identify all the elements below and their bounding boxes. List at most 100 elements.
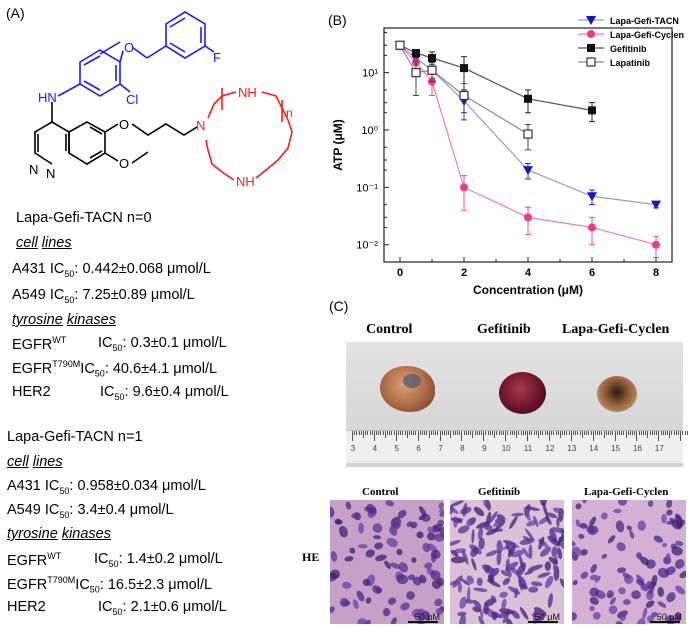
ruler-number: 15 xyxy=(611,444,621,453)
cell-nucleus xyxy=(600,512,608,520)
ruler-tick xyxy=(474,431,476,435)
ruler-tick xyxy=(621,431,623,435)
cell-nucleus xyxy=(615,621,624,624)
x-tick-label: 8 xyxy=(653,267,659,279)
ruler-tick xyxy=(542,431,544,435)
a549-ic50: A549 IC50: 3.4±0.4 μmol/L xyxy=(7,502,174,520)
cell-nucleus xyxy=(495,520,506,530)
cell-nucleus xyxy=(351,512,360,519)
ruler-tick xyxy=(538,431,539,438)
cell-nucleus xyxy=(427,526,435,534)
ruler-tick xyxy=(686,431,688,435)
cell-nucleus xyxy=(552,507,564,515)
cell-nucleus xyxy=(675,611,681,624)
ruler-tick xyxy=(649,431,651,435)
cell-nucleus xyxy=(666,520,677,525)
cell-nucleus xyxy=(666,509,673,516)
cyclen-tumor xyxy=(597,376,637,412)
ruler-tick xyxy=(669,431,671,438)
cell-nucleus xyxy=(492,612,498,621)
ruler-tick xyxy=(472,431,474,438)
ruler-number: 13 xyxy=(567,444,577,453)
cell-nucleus xyxy=(646,615,654,623)
cell-nucleus xyxy=(623,599,631,605)
ruler-number: 14 xyxy=(589,444,599,453)
ruler-tick xyxy=(463,431,465,435)
ruler-tick xyxy=(612,431,614,435)
cell-nucleus xyxy=(608,605,618,615)
cell-nucleus xyxy=(396,574,409,585)
cell-nucleus xyxy=(531,612,546,619)
cell-nucleus xyxy=(589,605,595,612)
cell-nucleus xyxy=(657,601,667,608)
ruler-tick xyxy=(592,431,594,441)
cell-nucleus xyxy=(556,534,564,546)
ruler-tick xyxy=(627,431,629,435)
cell-nucleus xyxy=(601,553,608,559)
data-point xyxy=(586,57,596,67)
atom-nh-macro-1: NH xyxy=(238,85,257,100)
legend-label: Lapa-Gefi-TACN xyxy=(610,16,679,26)
ruler-tick xyxy=(373,431,375,441)
ruler-tick xyxy=(583,431,585,435)
ruler-tick xyxy=(413,431,415,435)
ruler-tick xyxy=(360,431,362,435)
data-point xyxy=(524,213,532,222)
data-point xyxy=(523,129,533,139)
cell-nucleus xyxy=(511,512,524,517)
photo-label-control: Control xyxy=(366,322,413,337)
cell-nucleus xyxy=(497,610,512,619)
cell-nucleus xyxy=(330,606,335,613)
cell-nucleus xyxy=(501,598,507,610)
ruler-tick xyxy=(367,431,369,435)
ruler-tick xyxy=(356,431,358,435)
cell-nucleus xyxy=(457,611,467,617)
cell-nucleus xyxy=(372,585,382,594)
ruler-tick xyxy=(467,431,469,435)
ruler-tick xyxy=(389,431,391,435)
ruler-tick xyxy=(673,431,675,435)
cell-nucleus xyxy=(629,530,635,539)
cell-nucleus xyxy=(640,556,650,566)
ruler-tick xyxy=(380,431,382,435)
cell-nucleus xyxy=(547,593,553,608)
cell-nucleus xyxy=(589,587,599,597)
atom-n-macro: N xyxy=(196,118,205,133)
cell-nucleus xyxy=(607,535,616,544)
cell-nucleus xyxy=(590,564,597,574)
panel-label-b: (B) xyxy=(328,12,347,28)
cell-nucleus xyxy=(679,570,686,579)
cell-nucleus xyxy=(477,527,484,540)
y-tick-label: 10⁰ xyxy=(361,125,378,137)
cell-nucleus xyxy=(476,577,483,587)
cell-nucleus xyxy=(666,500,673,508)
cell-nucleus xyxy=(374,542,384,550)
ruler-tick xyxy=(522,431,524,435)
cell-nucleus xyxy=(330,569,341,580)
egfr-wt-ic50: EGFRWT xyxy=(7,551,62,569)
atom-o-top: O xyxy=(124,40,134,55)
cell-nucleus xyxy=(417,608,428,620)
quinazoline-core xyxy=(34,102,198,165)
cell-nucleus xyxy=(618,500,627,506)
cell-nucleus xyxy=(372,523,383,533)
ruler-tick xyxy=(684,431,686,435)
ruler-tick xyxy=(404,431,406,435)
cell-nucleus xyxy=(646,580,652,587)
ruler-number: 5 xyxy=(394,444,399,453)
ruler-number: 10 xyxy=(501,444,511,453)
ruler-tick xyxy=(382,431,384,435)
chart-series xyxy=(395,40,661,258)
cell-nucleus xyxy=(522,547,530,559)
y-tick-label: 10⁻² xyxy=(356,240,378,252)
x-axis-label: Concentration (μM) xyxy=(473,283,583,297)
ruler-tick xyxy=(562,431,564,435)
cell-nucleus xyxy=(545,512,558,519)
ruler-tick xyxy=(548,431,550,441)
cell-nucleus xyxy=(489,511,498,523)
data-point xyxy=(587,192,597,202)
data-point xyxy=(460,183,468,192)
her2-ic50: HER2 xyxy=(12,384,51,400)
cell-nucleus xyxy=(466,517,476,527)
cell-nucleus xyxy=(450,500,464,507)
